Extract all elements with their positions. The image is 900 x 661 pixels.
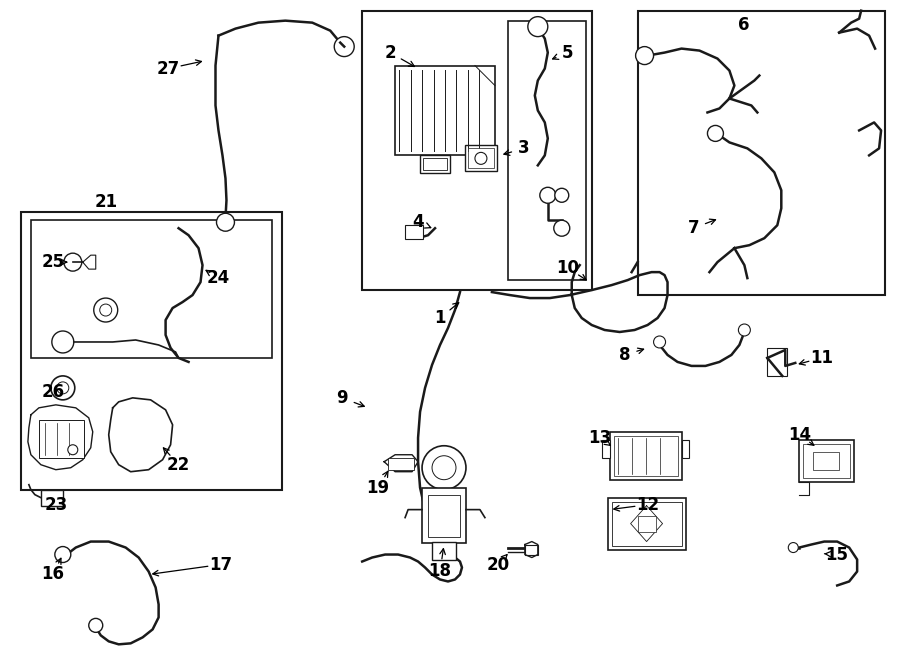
Text: 21: 21 [94,193,117,212]
Text: 4: 4 [412,214,424,231]
Bar [681,440,689,457]
Text: 17: 17 [209,555,232,574]
Circle shape [432,455,456,480]
Bar [428,494,460,537]
Bar [465,145,497,171]
Circle shape [55,547,71,563]
Circle shape [475,153,487,165]
Text: 12: 12 [636,496,659,514]
Text: 10: 10 [556,259,580,277]
Text: 15: 15 [825,545,849,564]
Circle shape [635,46,653,65]
Bar [609,432,681,480]
Bar [637,516,655,531]
Bar [21,212,283,490]
Circle shape [100,304,112,316]
Bar [637,11,885,295]
Text: 20: 20 [486,555,509,574]
Text: 18: 18 [428,563,452,580]
Text: 25: 25 [41,253,65,271]
Circle shape [52,331,74,353]
Text: 27: 27 [157,59,180,77]
Bar [39,420,84,457]
Bar [362,11,591,290]
Circle shape [707,126,724,141]
Circle shape [540,187,556,204]
Text: 24: 24 [207,269,230,287]
Text: 26: 26 [41,383,65,401]
Circle shape [653,336,665,348]
Text: 6: 6 [738,16,749,34]
Text: 2: 2 [384,44,396,61]
Circle shape [738,324,751,336]
Bar [388,457,414,470]
Text: 23: 23 [44,496,68,514]
Bar [395,65,495,155]
Bar [612,502,681,545]
Text: 14: 14 [788,426,811,444]
Text: 22: 22 [166,455,190,474]
Bar [420,155,450,173]
Circle shape [50,376,75,400]
Text: 11: 11 [810,349,832,367]
Text: 9: 9 [337,389,348,407]
Bar [423,159,447,171]
Bar [804,444,850,478]
Circle shape [217,214,235,231]
Text: 5: 5 [562,44,573,61]
Text: 8: 8 [619,346,630,364]
Bar [602,440,609,457]
Circle shape [89,619,103,633]
Text: 3: 3 [518,139,530,157]
Bar [422,488,466,543]
Circle shape [94,298,118,322]
Circle shape [554,188,569,202]
Bar [508,20,586,280]
Circle shape [788,543,798,553]
Text: 13: 13 [588,429,611,447]
Bar [799,440,854,482]
Circle shape [527,17,548,36]
Text: 16: 16 [41,566,64,584]
Text: 1: 1 [435,309,446,327]
Bar [814,451,839,470]
Circle shape [57,382,68,394]
Bar [614,436,678,476]
Circle shape [422,446,466,490]
Circle shape [68,445,77,455]
Bar [768,348,788,376]
Circle shape [334,36,355,57]
Bar [40,490,63,506]
Circle shape [554,220,570,236]
Circle shape [64,253,82,271]
Bar [432,541,456,559]
Bar [405,225,423,239]
Text: 7: 7 [688,219,699,237]
Text: 19: 19 [366,479,390,496]
Bar [525,545,538,555]
Bar [608,498,686,549]
Bar [468,148,494,169]
Bar [31,220,273,358]
